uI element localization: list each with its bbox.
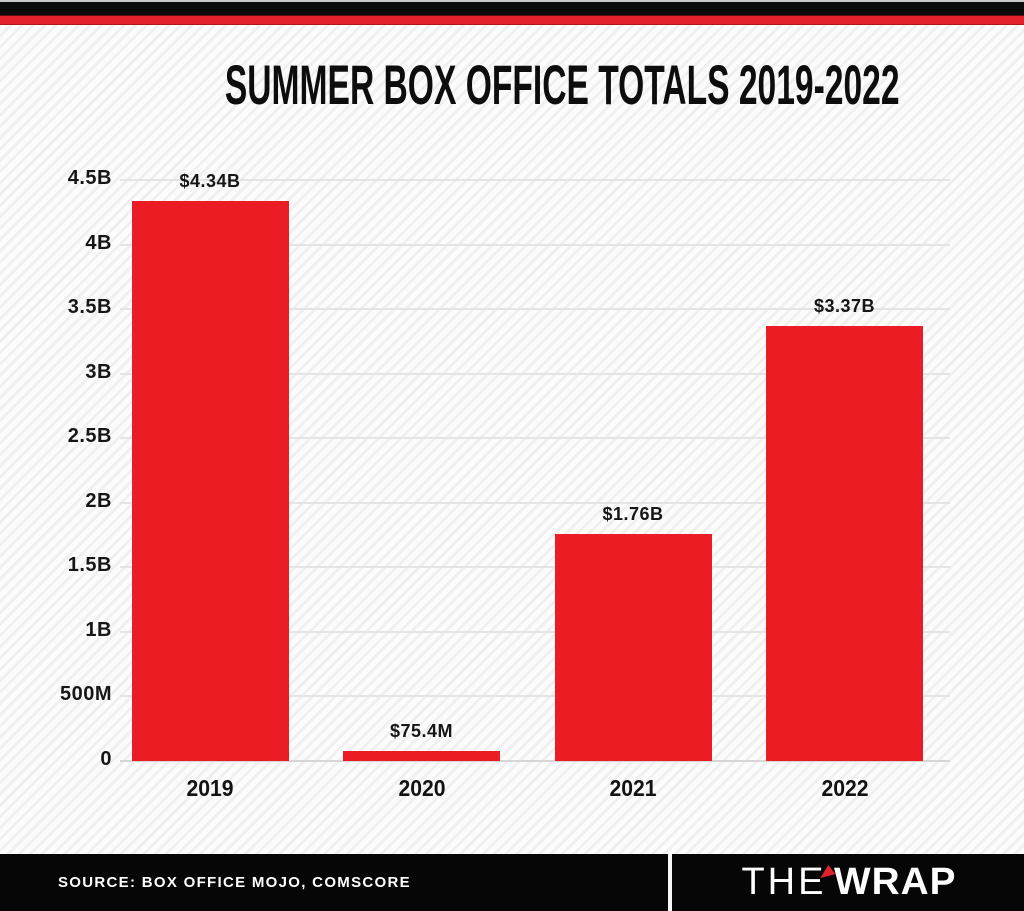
footer: SOURCE: BOX OFFICE MOJO, COMSCORE THE WR… (0, 854, 1024, 911)
footer-source-block: SOURCE: BOX OFFICE MOJO, COMSCORE (0, 854, 668, 911)
x-tick-label-2021: 2021 (609, 775, 657, 801)
top-trim-red-stripe (0, 16, 1024, 24)
gridline (120, 501, 950, 504)
gridline (120, 695, 950, 698)
thewrap-logo: THE WRAP (741, 861, 957, 904)
y-tick-label: 2B (85, 489, 112, 512)
y-axis: 4.5B 4B 3.5B 3B 2.5B 2B 1.5B 1B 500M 0 (0, 167, 112, 770)
bar-value-label-2021: $1.76B (602, 503, 664, 524)
bar-2019 (131, 200, 289, 761)
x-tick-label-2022: 2022 (820, 775, 869, 801)
plot-area: $4.34B 2019 $75.4M 2020 $1.76B 2021 $3.37B 2022 (120, 171, 950, 801)
gridline (120, 243, 950, 246)
y-tick-label: 3B (85, 360, 112, 383)
x-tick-label-2020: 2020 (397, 775, 446, 801)
top-trim-gray-line (0, 0, 1024, 2)
bar-2021 (554, 533, 712, 761)
gridline (120, 630, 950, 633)
chart-title: SUMMER BOX OFFICE TOTALS 2019-2022 (224, 53, 900, 116)
y-tick-label: 2.5B (67, 425, 112, 448)
footer-logo-block: THE WRAP (672, 854, 1024, 911)
logo-text-the: THE (741, 861, 827, 903)
y-tick-label: 3.5B (67, 296, 112, 319)
gridline (120, 372, 950, 375)
gridline (120, 308, 950, 311)
source-credit: SOURCE: BOX OFFICE MOJO, COMSCORE (58, 874, 411, 891)
x-axis-baseline (120, 760, 950, 762)
x-tick-label-2019: 2019 (186, 775, 234, 801)
footer-divider (668, 854, 672, 911)
bar-value-label-2019: $4.34B (179, 170, 241, 191)
bar-value-label-2022: $3.37B (813, 295, 876, 316)
gridline (120, 179, 950, 181)
top-trim-red-edge (0, 24, 1024, 25)
logo-text-wrap: WRAP (834, 861, 957, 903)
bar-2022 (766, 325, 923, 761)
gridline (120, 437, 950, 440)
y-tick-label: 0 (100, 748, 112, 770)
y-tick-label: 4B (85, 231, 112, 254)
y-tick-label: 4.5B (67, 167, 112, 189)
top-trim-black-bar (0, 2, 1024, 15)
chart-title-row: SUMMER BOX OFFICE TOTALS 2019-2022 (0, 52, 1024, 117)
y-tick-label: 1B (85, 618, 112, 641)
top-trim-dark-line (0, 15, 1024, 16)
bar-2020 (343, 751, 500, 761)
y-tick-label: 500M (59, 683, 112, 706)
gridline (120, 566, 950, 569)
y-tick-label: 1.5B (67, 554, 112, 577)
bar-value-label-2020: $75.4M (389, 721, 454, 742)
